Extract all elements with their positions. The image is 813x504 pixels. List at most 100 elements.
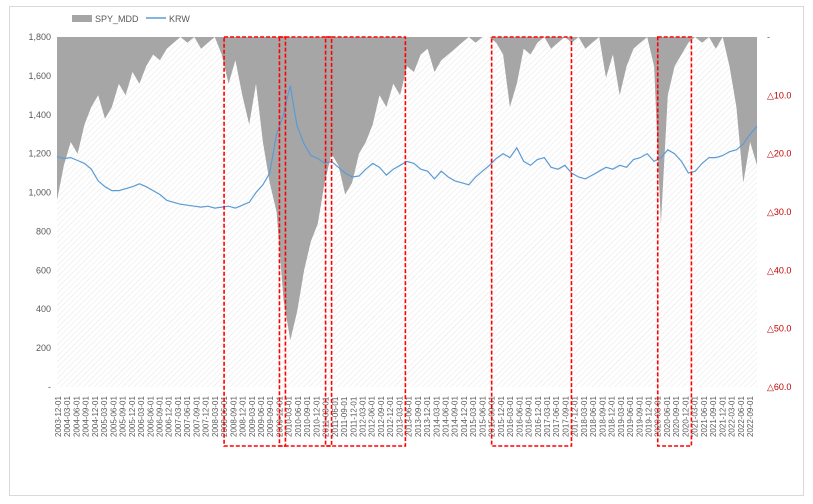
- x-tick-label: 2011-06-01: [331, 396, 340, 437]
- x-tick-label: 2014-09-01: [451, 396, 460, 437]
- x-tick-label: 2009-06-01: [257, 396, 266, 437]
- x-axis: 2003-12-01 2004-03-01 2004-06-01 2004-09-01…: [54, 396, 755, 437]
- left-tick-label: 200: [36, 343, 51, 353]
- x-tick-label: 2009-09-01: [266, 396, 275, 437]
- x-tick-label: 2007-09-01: [192, 396, 201, 437]
- left-tick-label: 1,600: [28, 71, 51, 81]
- x-tick-label: 2012-09-01: [377, 396, 386, 437]
- legend-swatch-spy-mdd: [72, 15, 92, 22]
- plot-hatch: [57, 37, 757, 387]
- x-tick-label: 2018-06-01: [589, 396, 598, 437]
- x-tick-label: 2012-06-01: [368, 396, 377, 437]
- x-tick-label: 2003-12-01: [54, 396, 63, 437]
- left-tick-label: 800: [36, 226, 51, 236]
- x-tick-label: 2007-06-01: [183, 396, 192, 437]
- left-tick-label: 1,400: [28, 110, 51, 120]
- x-tick-label: 2022-06-01: [737, 396, 746, 437]
- right-tick-label: △10.0: [767, 90, 791, 100]
- x-tick-label: 2012-03-01: [358, 396, 367, 437]
- x-tick-label: 2021-06-01: [700, 396, 709, 437]
- x-tick-label: 2015-06-01: [478, 396, 487, 437]
- x-tick-label: 2007-03-01: [174, 396, 183, 437]
- x-tick-label: 2005-06-01: [109, 396, 118, 437]
- x-tick-label: 2013-09-01: [414, 396, 423, 437]
- x-tick-label: 2005-09-01: [119, 396, 128, 437]
- x-tick-label: 2014-12-01: [460, 396, 469, 437]
- x-tick-label: 2004-09-01: [82, 396, 91, 437]
- x-tick-label: 2008-03-01: [211, 396, 220, 437]
- x-tick-label: 2011-09-01: [340, 396, 349, 437]
- x-tick-label: 2004-06-01: [72, 396, 81, 437]
- krw-line: [56, 85, 758, 209]
- left-tick-label: -: [48, 382, 51, 392]
- x-tick-label: 2021-09-01: [709, 396, 718, 437]
- plot-background: [57, 37, 757, 387]
- x-tick-label: 2017-03-01: [543, 396, 552, 437]
- x-tick-label: 2016-09-01: [525, 396, 534, 437]
- x-tick-label: 2011-12-01: [349, 396, 358, 437]
- right-tick-label: △60.0: [767, 382, 791, 392]
- x-tick-label: 2020-06-01: [663, 396, 672, 437]
- left-tick-label: 400: [36, 304, 51, 314]
- x-tick-label: 2022-09-01: [746, 396, 755, 437]
- highlight-boxes: [223, 36, 693, 447]
- x-tick-label: 2021-03-01: [691, 396, 700, 437]
- spy-mdd-area: [57, 37, 757, 341]
- left-tick-label: 1,200: [28, 149, 51, 159]
- mdd-area-layer: [57, 37, 757, 341]
- x-tick-label: 2019-09-01: [635, 396, 644, 437]
- x-tick-label: 2010-09-01: [303, 396, 312, 437]
- x-tick-label: 2015-12-01: [497, 396, 506, 437]
- legend-label-spy-mdd: SPY_MDD: [95, 14, 139, 24]
- x-tick-label: 2008-09-01: [229, 396, 238, 437]
- x-tick-label: 2010-06-01: [294, 396, 303, 437]
- right-tick-label: △50.0: [767, 324, 791, 334]
- x-tick-label: 2017-09-01: [561, 396, 570, 437]
- x-tick-label: 2013-03-01: [395, 396, 404, 437]
- right-tick-label: △20.0: [767, 149, 791, 159]
- x-tick-label: 2017-12-01: [571, 396, 580, 437]
- x-tick-label: 2016-12-01: [534, 396, 543, 437]
- x-tick-label: 2016-03-01: [506, 396, 515, 437]
- x-tick-label: 2015-09-01: [488, 396, 497, 437]
- right-axis: - △10.0 △20.0 △30.0 △40.0 △50.0 △60.0: [767, 32, 791, 392]
- x-tick-label: 2019-06-01: [626, 396, 635, 437]
- x-tick-label: 2010-03-01: [285, 396, 294, 437]
- x-tick-label: 2017-06-01: [552, 396, 561, 437]
- x-tick-label: 2018-12-01: [608, 396, 617, 437]
- x-tick-label: 2006-06-01: [146, 396, 155, 437]
- x-tick-label: 2014-03-01: [432, 396, 441, 437]
- legend-label-krw: KRW: [169, 14, 190, 24]
- x-tick-label: 2014-06-01: [442, 396, 451, 437]
- x-tick-label: 2010-12-01: [312, 396, 321, 437]
- left-tick-label: 1,000: [28, 188, 51, 198]
- highlight-box-2: [278, 36, 333, 447]
- x-tick-label: 2009-03-01: [248, 396, 257, 437]
- x-tick-label: 2013-12-01: [423, 396, 432, 437]
- x-tick-label: 2012-12-01: [386, 396, 395, 437]
- x-tick-label: 2006-03-01: [137, 396, 146, 437]
- right-tick-label: △30.0: [767, 207, 791, 217]
- x-tick-label: 2007-12-01: [202, 396, 211, 437]
- left-axis: - 200 400 600 800 1,000 1,200 1,400 1,600 1,800: [28, 32, 51, 392]
- x-tick-label: 2011-03-01: [322, 396, 331, 437]
- x-tick-label: 2005-12-01: [128, 396, 137, 437]
- highlight-box-1: [223, 36, 287, 447]
- x-tick-label: 2006-12-01: [165, 396, 174, 437]
- x-tick-label: 2018-03-01: [580, 396, 589, 437]
- x-tick-label: 2019-12-01: [645, 396, 654, 437]
- highlight-box-5: [656, 36, 693, 447]
- x-tick-label: 2021-12-01: [718, 396, 727, 437]
- left-tick-label: 600: [36, 265, 51, 275]
- highlight-box-3: [324, 36, 407, 447]
- x-tick-label: 2004-12-01: [91, 396, 100, 437]
- x-tick-label: 2016-06-01: [515, 396, 524, 437]
- x-tick-label: 2008-12-01: [239, 396, 248, 437]
- right-tick-label: △40.0: [767, 265, 791, 275]
- legend: SPY_MDD KRW: [72, 14, 190, 24]
- highlight-box-4: [490, 36, 573, 447]
- x-tick-label: 2006-09-01: [155, 396, 164, 437]
- x-tick-label: 2004-03-01: [63, 396, 72, 437]
- x-tick-label: 2015-03-01: [469, 396, 478, 437]
